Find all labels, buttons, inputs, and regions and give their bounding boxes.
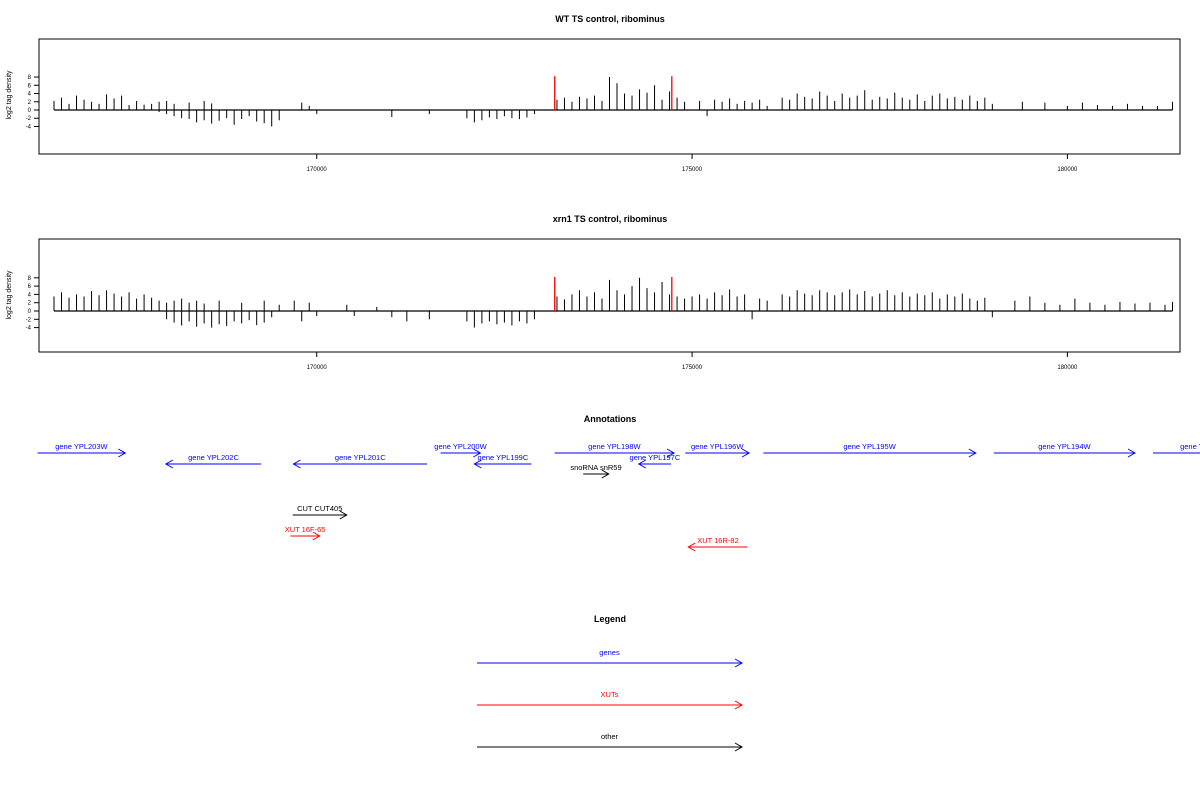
xrn1-y-tick-label: 2 [28, 301, 32, 307]
wt-y-tick-label: 4 [28, 92, 32, 98]
annotation-label: snoRNA snR59 [570, 463, 621, 472]
annotation-arrowhead [118, 448, 127, 458]
annotation-arrowhead [164, 459, 174, 469]
wt-y-tick-label: 6 [28, 83, 32, 89]
annotations-title: Annotations [584, 414, 637, 424]
annotation-arrowhead [1127, 448, 1136, 458]
xrn1-y-tick-label: 8 [28, 276, 32, 282]
annotation-label: CUT CUT405 [297, 504, 342, 513]
annotation-arrowhead [473, 459, 482, 469]
annotation-label: gene YPL194W [1038, 442, 1091, 451]
wt-y-tick-label: 8 [28, 75, 32, 81]
xrn1-plot-frame [38, 238, 1181, 353]
xrn1-track-title: xrn1 TS control, ribominus [553, 214, 668, 224]
legend-item-other: other [477, 732, 744, 752]
annotation-arrowhead [968, 448, 977, 458]
annotation-feature: gene YPL197C [630, 453, 681, 469]
annotation-label: gene YPL203W [55, 442, 108, 451]
legend-label: other [601, 732, 619, 741]
xrn1-y-axis-label: log2 tag density [6, 270, 13, 320]
annotation-feature: XUT 16R-82 [687, 536, 748, 552]
annotation-label: gene YPL199C [478, 453, 529, 462]
annotation-feature: gene YPL [1152, 442, 1200, 454]
wt-y-tick-label: -2 [26, 116, 32, 122]
annotation-arrowhead [666, 448, 676, 458]
annotation-arrowhead [339, 510, 348, 520]
annotation-feature: gene YPL199C [473, 453, 532, 469]
annotation-feature: gene YPL201C [292, 453, 428, 469]
annotation-arrowhead [292, 459, 301, 469]
annotation-label: gene YPL197C [630, 453, 681, 462]
wt-y-tick-label: -4 [26, 124, 32, 130]
legend-arrowhead [734, 700, 744, 710]
wt-x-tick-label: 170000 [307, 167, 328, 173]
annotation-feature: gene YPL198W [554, 442, 676, 458]
annotation-feature: snoRNA snR59 [570, 463, 622, 479]
annotation-label: gene YPL201C [335, 453, 386, 462]
xrn1-y-tick-label: -2 [26, 317, 32, 323]
wt-x-tick-label: 180000 [1057, 167, 1078, 173]
annotation-label: gene YPL196W [691, 442, 744, 451]
annotation-feature: gene YPL195W [763, 442, 977, 458]
xrn1-y-tick-label: -4 [26, 326, 32, 332]
annotation-feature: gene YPL200W [434, 442, 488, 458]
annotations-panel: Annotations gene YPL203W gene YPL202C gene… [37, 414, 1200, 552]
annotation-feature: gene YPL203W [37, 442, 127, 458]
annotation-label: gene YPL202C [188, 453, 239, 462]
legend-arrowhead [734, 742, 744, 752]
wt-y-axis-label: log2 tag density [6, 70, 13, 120]
wt-track-title: WT TS control, ribominus [555, 14, 665, 24]
annotation-label: XUT 16R-82 [697, 536, 739, 545]
xrn1-y-tick-label: 0 [28, 309, 32, 315]
legend-label: genes [599, 648, 620, 657]
annotation-arrowhead [473, 448, 482, 458]
annotation-label: gene YPL198W [588, 442, 641, 451]
annotation-label: XUT 16F-65 [285, 525, 326, 534]
wt-plot-frame [38, 38, 1181, 155]
wt-y-tick-label: 2 [28, 100, 32, 106]
xrn1-y-tick-label: 4 [28, 292, 32, 298]
annotation-label: gene YPL200W [434, 442, 487, 451]
legend-arrowhead [734, 658, 744, 668]
annotation-arrowhead [687, 542, 696, 552]
legend-title: Legend [594, 614, 626, 624]
legend-item-xuts: XUTs [477, 690, 744, 710]
wt-y-tick-label: 0 [28, 108, 32, 114]
xrn1-x-tick-label: 180000 [1057, 365, 1078, 371]
annotation-feature: XUT 16F-65 [285, 525, 326, 541]
annotation-feature: gene YPL202C [164, 453, 262, 469]
wt-track-panel: WT TS control, ribominus log2 tag densit… [6, 14, 1181, 173]
wt-x-tick-label: 175000 [682, 167, 703, 173]
legend-item-genes: genes [477, 648, 744, 668]
annotation-arrowhead [741, 448, 751, 458]
annotation-arrowhead [312, 531, 321, 541]
annotation-feature: gene YPL196W [685, 442, 751, 458]
annotation-arrowhead [601, 469, 610, 479]
xrn1-track-panel: xrn1 TS control, ribominus log2 tag dens… [6, 214, 1181, 371]
xrn1-x-tick-label: 170000 [307, 365, 328, 371]
legend-label: XUTs [601, 690, 619, 699]
annotation-label: gene YPL [1180, 442, 1200, 451]
xrn1-y-tick-label: 6 [28, 284, 32, 290]
annotation-feature: gene YPL194W [993, 442, 1136, 458]
xrn1-x-tick-label: 175000 [682, 365, 703, 371]
annotation-label: gene YPL195W [843, 442, 896, 451]
annotation-feature: CUT CUT405 [292, 504, 348, 520]
annotation-arrowhead [637, 459, 647, 469]
legend-panel: Legend genes XUTs other [477, 614, 744, 752]
